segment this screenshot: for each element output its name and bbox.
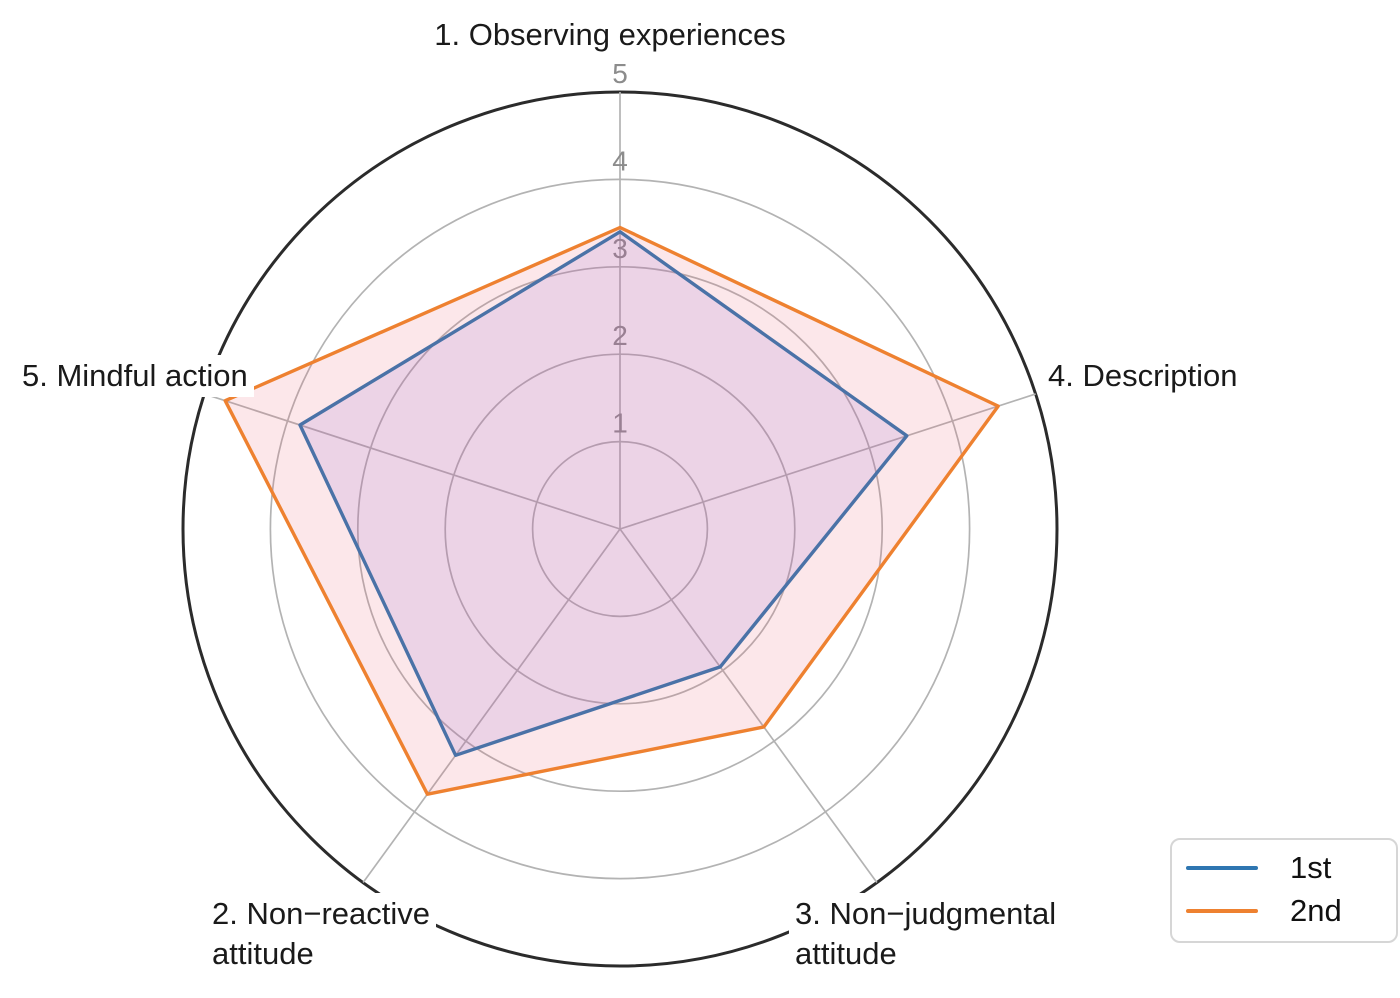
axis-label-non-reactive-attitude: 2. Non−reactive attitude: [206, 893, 436, 975]
legend-item-2nd: 2nd: [1186, 893, 1396, 929]
axis-spoke-non-reactive: [362, 528, 621, 884]
axis-label-observing-experiences: 1. Observing experiences: [428, 14, 792, 56]
axis-label-mindful-action: 5. Mindful action: [16, 355, 254, 397]
legend: 1st 2nd: [1170, 838, 1398, 944]
legend-label-2nd: 2nd: [1290, 893, 1342, 929]
axis-spoke-mindful-action: [204, 393, 621, 530]
radial-tick-label-4: 4: [612, 145, 628, 176]
axis-spoke-description: [619, 393, 1036, 530]
series-polygon-1st: [298, 230, 909, 757]
axis-spoke-non-judgmental: [619, 528, 878, 884]
radial-tick-label-1: 1: [612, 408, 628, 439]
legend-item-1st: 1st: [1186, 850, 1396, 885]
radial-tick-label-3: 3: [612, 233, 628, 264]
axis-label-non-judgmental-attitude: 3. Non−judgmental attitude: [789, 893, 1063, 975]
legend-swatch-2nd-line: [1186, 909, 1258, 914]
series-polygon-2nd: [223, 225, 1000, 796]
radial-tick-label-2: 2: [612, 320, 628, 351]
legend-label-1st: 1st: [1290, 850, 1332, 885]
legend-swatch-1st-line: [1186, 866, 1258, 871]
radial-tick-label-5: 5: [612, 58, 628, 89]
axis-label-description: 4. Description: [1042, 355, 1244, 397]
